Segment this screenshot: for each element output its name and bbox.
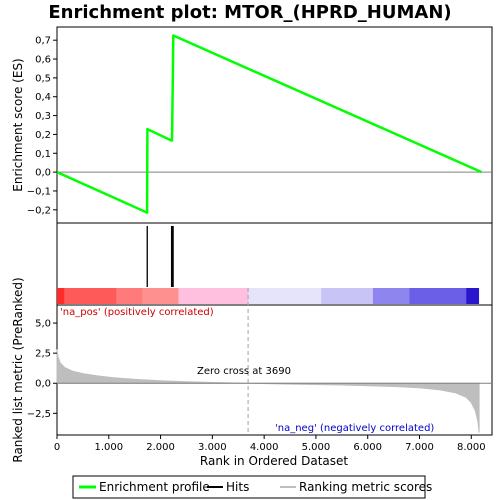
color-bar-segment	[321, 288, 373, 304]
x-tick-label: 6.000	[353, 442, 382, 453]
es-y-tick-label: 0,4	[35, 92, 51, 103]
x-tick-label: 5.000	[302, 442, 331, 453]
es-y-tick-label: 0,7	[35, 36, 51, 47]
es-y-tick-label: 0,3	[35, 111, 51, 122]
color-bar-segment	[142, 288, 179, 304]
es-layer	[56, 34, 492, 214]
negative-correlation-label: 'na_neg' (negatively correlated)	[275, 423, 434, 434]
x-tick-label: 1.000	[94, 442, 123, 453]
metric-y-tick-label: 0,0	[35, 379, 51, 390]
x-tick-label: 7.000	[405, 442, 434, 453]
color-bar-segment	[466, 288, 480, 304]
color-bar-layer	[57, 288, 480, 304]
legend-hits-label: Hits	[226, 480, 249, 494]
color-bar-segment	[372, 288, 410, 304]
chart-title: Enrichment plot: MTOR_(HPRD_HUMAN)	[48, 2, 451, 23]
metric-y-tick-label: −2,5	[27, 409, 51, 420]
metric-y-tick-label: 2,5	[35, 349, 51, 360]
legend-metric-label: Ranking metric scores	[299, 480, 432, 494]
hits-layer	[146, 226, 174, 287]
color-bar-segment	[64, 288, 117, 304]
x-tick-label: 2.000	[146, 442, 175, 453]
x-tick-label: 4.000	[250, 442, 279, 453]
color-bar-segment	[248, 288, 322, 304]
es-y-tick-label: 0,6	[35, 55, 51, 66]
x-tick-label: 0	[54, 442, 60, 453]
es-y-tick-label: −0,2	[27, 205, 51, 216]
es-y-tick-label: 0,0	[35, 168, 51, 179]
metric-y-tick-label: 5,0	[35, 319, 51, 330]
x-axis-label: Rank in Ordered Dataset	[200, 454, 348, 468]
color-bar-segment	[178, 288, 249, 304]
legend-box	[72, 475, 426, 499]
es-series-line-0	[56, 34, 483, 214]
positive-correlation-label: 'na_pos' (positively correlated)	[60, 307, 214, 318]
legend-enrichment-label: Enrichment profile	[99, 480, 210, 494]
x-tick-label: 8.000	[457, 442, 486, 453]
zero-cross-label: Zero cross at 3690	[197, 366, 291, 377]
color-bar-segment	[409, 288, 467, 304]
es-y-axis-label: Enrichment score (ES)	[11, 58, 25, 191]
axes-layer: −0,2 −0,1 0,0 0,1 0,2 0,3 0,4 0,5 0,6 0,7 −2,5 0,0 2…	[27, 36, 486, 453]
metric-area-0	[56, 349, 480, 433]
es-y-tick-label: 0,1	[35, 149, 51, 160]
es-panel-frame	[56, 26, 493, 224]
metric-y-axis-label: Ranked list metric (PreRanked)	[11, 277, 25, 462]
x-tick-label: 3.000	[198, 442, 227, 453]
color-bar-segment	[116, 288, 143, 304]
color-bar-segment	[57, 288, 65, 304]
es-y-tick-label: 0,5	[35, 73, 51, 84]
es-y-tick-label: 0,2	[35, 130, 51, 141]
metric-layer	[56, 288, 492, 435]
es-y-tick-label: −0,1	[27, 186, 51, 197]
